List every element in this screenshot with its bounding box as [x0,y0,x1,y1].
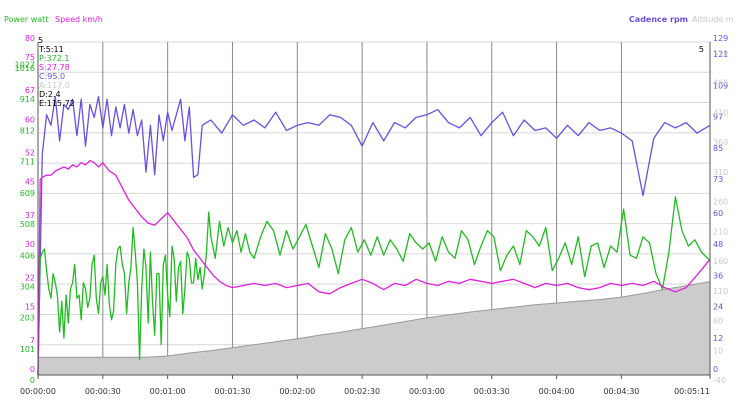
power-tick-label: 812 [20,127,35,136]
x-tick-label: 00:00:30 [85,387,121,396]
cadence-tick-label: 85 [713,144,723,153]
speed-tick-label: 15 [25,303,35,312]
altitude-tick-label: 60 [713,317,723,326]
x-tick-label: 00:02:30 [344,387,380,396]
speed-tick-label: 30 [25,240,35,249]
x-tick-label: 00:01:30 [215,387,251,396]
power-tick-label: 1027 [15,61,35,70]
altitude-tick-label: 210 [713,227,728,236]
altitude-tick-label: 310 [713,168,728,177]
altitude-m-line [38,281,711,358]
cadence-tick-label: 0 [713,365,718,374]
cursor-readout: S:27.78 [39,63,70,72]
cadence-rpm-line [37,95,711,376]
altitude-m-area [38,281,710,375]
altitude-tick-label: 460 [713,79,728,88]
x-tick-label: 00:03:30 [474,387,510,396]
speed-tick-label: 80 [25,34,35,43]
legend-left: Power watt Speed km/h [4,15,103,24]
cursor-readout: E:115.72 [39,99,75,108]
cursor-readout: D:2.4 [39,90,61,99]
cadence-tick-label: 109 [713,81,728,90]
power-tick-label: 0 [30,376,35,385]
speed-tick-label: 7 [30,336,35,345]
legend-power: Power watt [4,15,48,24]
speed-tick-label: 60 [25,115,35,124]
cadence-tick-label: 36 [713,271,723,280]
x-tick-label: 00:00:00 [20,387,56,396]
altitude-area [38,281,711,375]
axes: 00:00:00 00:00:30 00:01:00 00:01:30 00:02:00… [15,34,729,396]
altitude-tick-label: 410 [713,108,728,117]
power-tick-label: 1016 [15,64,35,73]
power-tick-label: 609 [20,189,35,198]
legend-speed: Speed km/h [55,15,103,24]
altitude-tick-label: 110 [713,287,728,296]
cadence-tick-label: 12 [713,334,723,343]
x-tick-label: 00:03:00 [409,387,445,396]
cadence-tick-label: 60 [713,209,723,218]
cadence-tick-label: 97 [713,113,723,122]
data-series [37,95,711,376]
legend-cadence: Cadence rpm [629,15,688,24]
cursor-readout: C:95.0 [39,72,65,81]
x-tick-label: 00:02:00 [279,387,315,396]
cadence-tick-label: 121 [713,50,728,59]
speed-tick-label: 22 [25,273,35,282]
altitude-tick-label: 510 [713,49,728,58]
power-tick-label: 406 [20,251,35,260]
cursor-corner-right: 5 [699,45,704,54]
legend-right: Cadence rpm Altitude m [629,15,734,24]
speed-tick-label: 45 [25,178,35,187]
altitude-tick-label: 10 [713,346,723,355]
cursor-readout: T:5:11 [38,45,64,54]
x-tick-label: 00:04:00 [539,387,575,396]
speed-tick-label: 37 [25,211,35,220]
speed-tick-label: 52 [25,149,35,158]
x-tick-label: 00:04:30 [603,387,639,396]
power-tick-label: 914 [20,95,35,104]
altitude-tick-label: 160 [713,257,728,266]
speed-tick-label: 0 [30,365,35,374]
cursor-corner-left: 5 [38,36,43,45]
legend-altitude: Altitude m [692,15,734,24]
cadence-tick-label: 48 [713,240,723,249]
power-watt-line [37,196,711,376]
cadence-tick-label: 129 [713,34,728,43]
x-tick-label: 00:05:11 [674,387,710,396]
x-tick-label: 00:01:00 [150,387,186,396]
cursor-readout: A:117.0 [39,81,70,90]
speed-tick-label: 75 [25,53,35,62]
cursor-readouts: T:5:11P:372.1S:27.78C:95.0A:117.0D:2.4E:… [38,45,75,108]
altitude-tick-label: 260 [713,198,728,207]
power-tick-label: 711 [20,158,35,167]
power-tick-label: 203 [20,314,35,323]
cadence-tick-label: 73 [713,175,723,184]
speed-km-h-line [37,159,711,376]
power-tick-label: 304 [20,283,35,292]
power-tick-label: 508 [20,220,35,229]
power-tick-label: 101 [20,345,35,354]
altitude-tick-label: -40 [713,376,726,385]
cursor-readout: P:372.1 [39,54,69,63]
cadence-tick-label: 24 [713,303,723,312]
speed-tick-label: 67 [25,86,35,95]
altitude-tick-label: 360 [713,138,728,147]
